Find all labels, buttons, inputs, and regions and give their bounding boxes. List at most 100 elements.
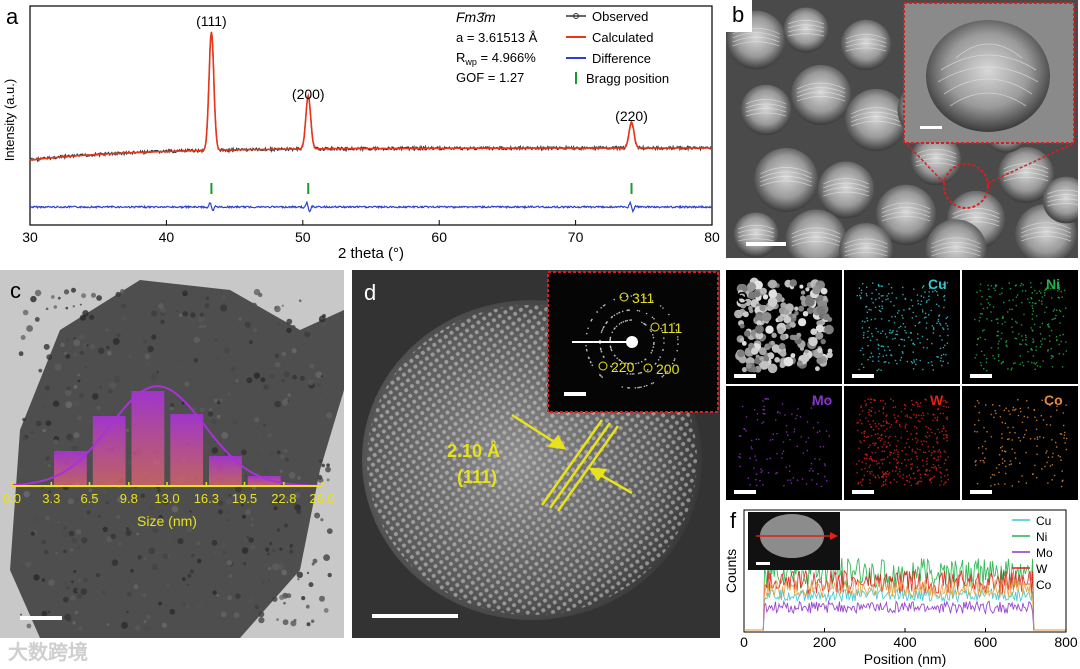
eds-dot bbox=[897, 415, 899, 417]
eds-dot bbox=[904, 446, 906, 449]
tem-grain-dot bbox=[89, 410, 95, 416]
tem-grain-dot bbox=[141, 579, 148, 586]
eds-dot bbox=[857, 421, 859, 424]
histogram-fit-curve bbox=[11, 385, 323, 487]
eds-dot bbox=[943, 405, 945, 407]
tem-grain-dot bbox=[286, 318, 293, 325]
eds-dot bbox=[862, 283, 864, 285]
tem-grain-dot bbox=[267, 432, 272, 438]
eds-dot bbox=[880, 434, 882, 437]
eds-dot bbox=[936, 290, 938, 293]
eds-dot bbox=[1035, 302, 1037, 305]
haadf-grain bbox=[805, 296, 815, 307]
eds-dot bbox=[902, 474, 904, 476]
eds-dot bbox=[868, 308, 870, 311]
saed-spot bbox=[622, 321, 625, 323]
saed-spot bbox=[644, 358, 647, 361]
haadf-grain bbox=[810, 328, 817, 335]
eds-dot bbox=[1050, 415, 1052, 418]
eds-dot bbox=[878, 423, 880, 425]
rwp-value: Rwp = 4.966% bbox=[456, 50, 536, 67]
eds-dot bbox=[925, 435, 927, 437]
eds-dot bbox=[927, 412, 929, 415]
sem-flower-petal bbox=[931, 237, 981, 245]
eds-dot bbox=[779, 412, 781, 414]
tem-grain-dot bbox=[296, 423, 301, 428]
eds-dot bbox=[870, 318, 873, 321]
tem-grain-dot bbox=[294, 504, 301, 511]
saed-spot bbox=[659, 356, 661, 358]
eds-dot bbox=[888, 283, 890, 285]
tem-grain-dot bbox=[148, 547, 156, 555]
tem-grain-dot bbox=[210, 418, 217, 425]
eds-dot bbox=[901, 450, 903, 452]
tem-grain-dot bbox=[82, 343, 88, 348]
eds-dot bbox=[902, 286, 904, 289]
sem-flower-petal bbox=[1021, 222, 1071, 230]
eds-dot bbox=[915, 452, 917, 454]
tem-grain-dot bbox=[30, 430, 35, 435]
eds-dot bbox=[888, 332, 891, 334]
eds-dot bbox=[1055, 314, 1057, 317]
eds-dot bbox=[858, 413, 861, 416]
linescan-legend-co: Co bbox=[1036, 578, 1052, 592]
eds-dot bbox=[890, 301, 892, 303]
tem-grain-dot bbox=[269, 452, 274, 457]
eds-dot bbox=[1044, 338, 1046, 340]
eds-dot bbox=[865, 293, 867, 295]
eds-dot bbox=[1032, 355, 1035, 357]
eds-dot bbox=[1048, 326, 1050, 328]
eds-dot bbox=[986, 307, 988, 309]
tem-grain-dot bbox=[248, 537, 254, 543]
eds-dot bbox=[978, 411, 980, 414]
tem-grain-dot bbox=[92, 393, 99, 400]
eds-dot bbox=[978, 402, 980, 404]
eds-dot bbox=[878, 297, 880, 299]
eds-dot bbox=[1014, 337, 1016, 339]
tem-grain-dot bbox=[284, 457, 289, 462]
eds-dot bbox=[870, 415, 872, 417]
eds-dot bbox=[881, 463, 884, 465]
eds-dot bbox=[862, 334, 865, 336]
tem-grain-dot bbox=[35, 420, 42, 427]
saed-spot bbox=[677, 338, 679, 341]
eds-dot bbox=[1045, 288, 1047, 290]
eds-dot bbox=[868, 411, 870, 413]
tem-grain-dot bbox=[281, 351, 286, 357]
eds-dot bbox=[994, 484, 996, 486]
xrd-xlabel: 2 theta (°) bbox=[338, 245, 404, 262]
eds-dot bbox=[1064, 431, 1066, 434]
eds-dot bbox=[881, 458, 884, 461]
saed-spot bbox=[611, 331, 614, 334]
eds-dot bbox=[1053, 318, 1055, 320]
sem-flower-petal bbox=[745, 99, 787, 105]
tem-grain-dot bbox=[291, 325, 296, 330]
eds-dot bbox=[1006, 345, 1008, 348]
eds-dot bbox=[881, 433, 883, 436]
eds-dot bbox=[979, 283, 982, 286]
eds-dot bbox=[928, 435, 931, 437]
eds-dot bbox=[993, 357, 996, 360]
tem-grain-dot bbox=[226, 510, 230, 513]
tem-grain-dot bbox=[57, 296, 61, 300]
tem-grain-dot bbox=[181, 401, 185, 405]
eds-dot bbox=[942, 412, 944, 415]
eds-dot bbox=[920, 440, 922, 443]
tem-grain-dot bbox=[79, 393, 84, 398]
eds-dot bbox=[998, 464, 1000, 466]
tem-grain-dot bbox=[186, 526, 193, 533]
tem-grain-dot bbox=[41, 486, 44, 490]
eds-dot bbox=[926, 460, 928, 462]
eds-dot bbox=[807, 437, 810, 439]
eds-dot bbox=[932, 463, 935, 466]
eds-dot bbox=[878, 368, 880, 371]
sem-flower-petal bbox=[931, 250, 981, 257]
eds-dot bbox=[866, 436, 868, 438]
eds-dot bbox=[934, 417, 936, 419]
eds-dot bbox=[931, 477, 934, 479]
haadf-grain bbox=[789, 279, 797, 287]
saed-spot bbox=[609, 337, 612, 339]
eds-dot bbox=[988, 295, 990, 298]
eds-dot bbox=[1062, 315, 1065, 318]
eds-dot bbox=[944, 399, 946, 402]
